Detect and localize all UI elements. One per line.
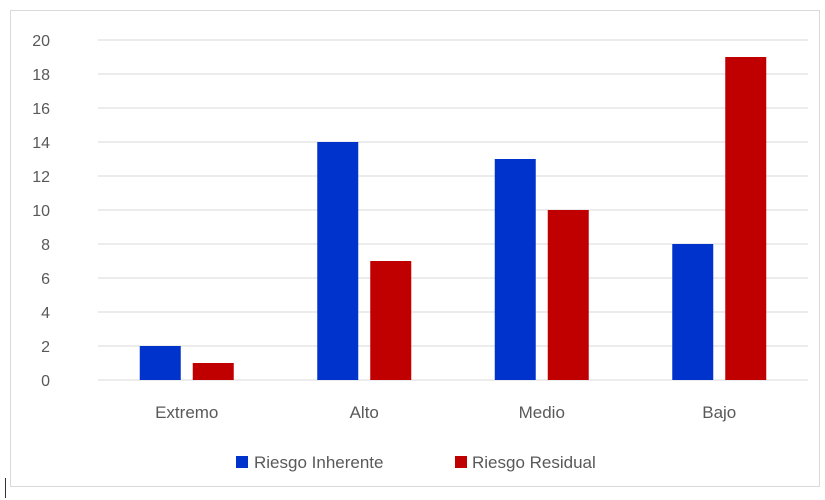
x-category-label: Medio (519, 403, 565, 422)
legend-swatch-riesgo-inherente (236, 456, 248, 468)
y-tick-label: 0 (41, 373, 50, 390)
bar-bajo-inherente (672, 244, 714, 380)
edge-mark (5, 478, 6, 498)
x-category-label: Alto (350, 403, 379, 422)
bars (139, 57, 767, 380)
y-tick-label: 16 (32, 101, 50, 118)
x-category-label: Extremo (155, 403, 218, 422)
legend-label-riesgo-inherente: Riesgo Inherente (254, 453, 383, 472)
y-tick-label: 12 (32, 169, 50, 186)
bar-medio-inherente (494, 159, 536, 380)
bar-alto-residual (370, 261, 412, 380)
y-tick-label: 6 (41, 271, 50, 288)
bar-extremo-inherente (139, 346, 181, 380)
legend-swatch-riesgo-residual (455, 456, 467, 468)
y-tick-label: 20 (32, 33, 50, 50)
y-tick-label: 10 (32, 203, 50, 220)
y-tick-label: 2 (41, 339, 50, 356)
y-tick-label: 14 (32, 135, 50, 152)
bar-extremo-residual (192, 363, 234, 380)
x-axis-categories: Extremo Alto Medio Bajo (155, 403, 736, 422)
bar-medio-residual (547, 210, 589, 380)
x-category-label: Bajo (702, 403, 736, 422)
bar-alto-inherente (317, 142, 359, 380)
legend-label-riesgo-residual: Riesgo Residual (472, 453, 596, 472)
bar-bajo-residual (725, 57, 767, 380)
y-tick-label: 4 (41, 305, 50, 322)
y-tick-label: 18 (32, 67, 50, 84)
y-tick-label: 8 (41, 237, 50, 254)
legend: Riesgo Inherente Riesgo Residual (236, 453, 596, 472)
y-axis-ticks: 0 2 4 6 8 10 12 14 16 18 20 (32, 33, 50, 390)
